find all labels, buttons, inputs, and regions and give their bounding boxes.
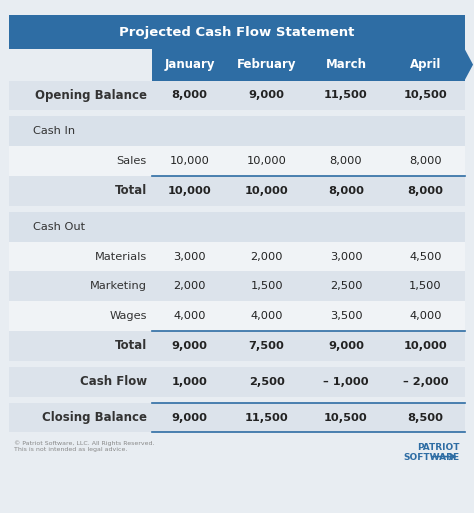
Text: Opening Balance: Opening Balance xyxy=(35,89,147,102)
Text: 4,000: 4,000 xyxy=(250,311,283,321)
Bar xyxy=(228,49,306,81)
Text: Wages: Wages xyxy=(109,311,147,321)
Text: 4,000: 4,000 xyxy=(173,311,206,321)
Text: 8,000: 8,000 xyxy=(328,186,364,196)
Text: 8,500: 8,500 xyxy=(408,412,443,423)
Text: 11,500: 11,500 xyxy=(324,90,368,101)
Text: PATRIOT
SOFTWARE: PATRIOT SOFTWARE xyxy=(404,443,460,462)
Text: Total: Total xyxy=(115,184,147,198)
Bar xyxy=(9,81,465,110)
Text: 8,000: 8,000 xyxy=(330,156,362,166)
Text: 8,000: 8,000 xyxy=(408,186,443,196)
Bar xyxy=(9,403,465,432)
Text: 8,000: 8,000 xyxy=(409,156,442,166)
Text: 3,000: 3,000 xyxy=(173,251,206,262)
Text: Cash Out: Cash Out xyxy=(33,222,85,232)
Text: 1,500: 1,500 xyxy=(250,281,283,291)
Text: 9,000: 9,000 xyxy=(172,341,208,351)
Bar xyxy=(9,15,465,49)
Text: 4,000: 4,000 xyxy=(409,311,442,321)
Text: Sales: Sales xyxy=(117,156,147,166)
Text: 10,000: 10,000 xyxy=(168,186,211,196)
Text: 10,000: 10,000 xyxy=(403,341,447,351)
Bar xyxy=(9,116,465,146)
Bar xyxy=(9,212,465,242)
Text: 2,500: 2,500 xyxy=(249,377,284,387)
Text: Cash In: Cash In xyxy=(33,126,75,136)
Text: 10,000: 10,000 xyxy=(246,156,287,166)
Text: 2,000: 2,000 xyxy=(250,251,283,262)
Text: 8,000: 8,000 xyxy=(172,90,208,101)
Text: 1,000: 1,000 xyxy=(172,377,208,387)
Text: 3,500: 3,500 xyxy=(330,311,362,321)
Text: – 1,000: – 1,000 xyxy=(323,377,369,387)
Text: 3,000: 3,000 xyxy=(330,251,362,262)
Text: 10,000: 10,000 xyxy=(170,156,210,166)
Bar xyxy=(9,367,465,397)
Text: 7,500: 7,500 xyxy=(249,341,284,351)
Text: 10,000: 10,000 xyxy=(245,186,289,196)
Text: Cash Flow: Cash Flow xyxy=(80,375,147,388)
Bar xyxy=(386,49,465,81)
Text: 2,500: 2,500 xyxy=(330,281,362,291)
Text: Projected Cash Flow Statement: Projected Cash Flow Statement xyxy=(119,26,355,38)
Text: 2,000: 2,000 xyxy=(173,281,206,291)
Bar xyxy=(9,331,465,361)
Text: 1,500: 1,500 xyxy=(409,281,442,291)
Text: February: February xyxy=(237,58,296,71)
Text: Closing Balance: Closing Balance xyxy=(42,411,147,424)
Bar xyxy=(9,146,465,176)
Text: 10,500: 10,500 xyxy=(403,90,447,101)
Text: 4,500: 4,500 xyxy=(409,251,442,262)
Text: Marketing: Marketing xyxy=(90,281,147,291)
Text: March: March xyxy=(326,58,366,71)
Text: Materials: Materials xyxy=(95,251,147,262)
Text: 10,500: 10,500 xyxy=(324,412,368,423)
Polygon shape xyxy=(465,49,473,81)
Bar xyxy=(9,49,152,81)
Text: April: April xyxy=(410,58,441,71)
Text: Total: Total xyxy=(115,339,147,352)
Text: 9,000: 9,000 xyxy=(328,341,364,351)
Text: January: January xyxy=(164,58,215,71)
Bar xyxy=(306,49,386,81)
Text: 9,000: 9,000 xyxy=(172,412,208,423)
Bar xyxy=(9,301,465,331)
Text: 9,000: 9,000 xyxy=(249,90,284,101)
Text: 11,500: 11,500 xyxy=(245,412,289,423)
Bar xyxy=(152,49,228,81)
Text: © Patriot Software, LLC. All Rights Reserved.
This is not intended as legal advi: © Patriot Software, LLC. All Rights Rese… xyxy=(14,440,155,452)
Text: – 2,000: – 2,000 xyxy=(402,377,448,387)
Bar xyxy=(9,271,465,301)
Bar xyxy=(9,176,465,206)
Bar xyxy=(9,242,465,271)
